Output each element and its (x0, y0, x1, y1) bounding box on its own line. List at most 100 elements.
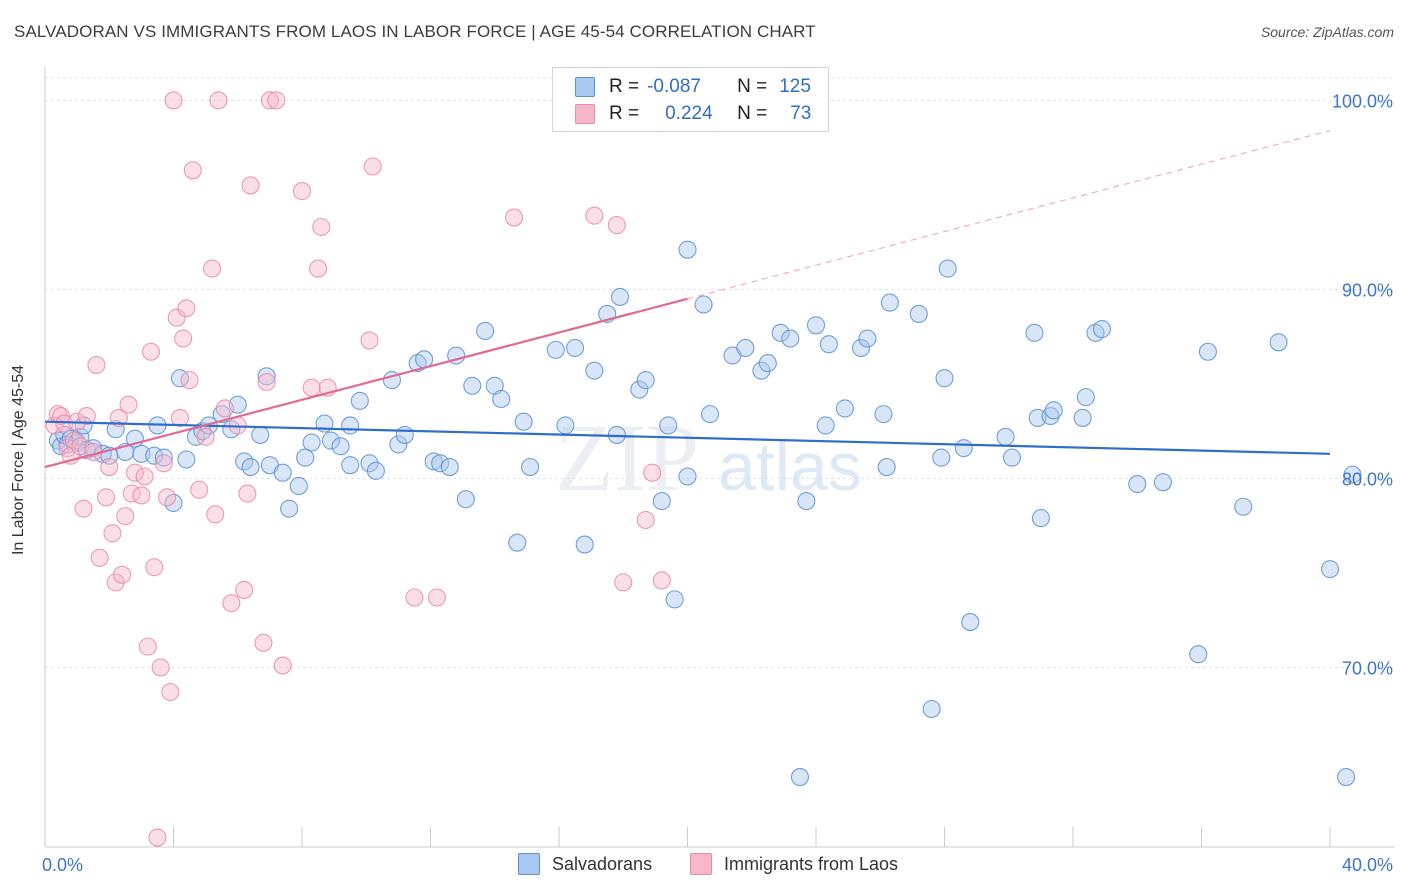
y-tick-label: 80.0% (1342, 469, 1393, 489)
point-laos (427, 588, 446, 607)
point-salvadorans (1343, 465, 1362, 484)
point-salvadorans (280, 499, 299, 518)
point-salvadorans (476, 321, 495, 341)
point-laos (135, 467, 154, 486)
point-salvadorans (321, 431, 340, 450)
point-salvadorans (296, 448, 315, 467)
point-salvadorans (922, 699, 941, 719)
stats-legend: R = -0.087 N = 125 R = 0.224 N = 73 (552, 67, 829, 132)
point-salvadorans (257, 367, 276, 386)
bottom-legend-label: Salvadorans (552, 853, 653, 874)
point-laos (312, 217, 331, 237)
legend-n-value: 125 (779, 76, 811, 97)
point-salvadorans (1092, 320, 1111, 339)
point-salvadorans (1189, 645, 1208, 664)
chart-title: SALVADORAN VS IMMIGRANTS FROM LAOS IN LA… (14, 22, 816, 41)
point-salvadorans (514, 412, 533, 431)
point-salvadorans (106, 420, 125, 439)
point-salvadorans (935, 369, 954, 388)
bottom-legend-laos: Immigrants from Laos (690, 851, 898, 877)
point-salvadorans (251, 425, 270, 444)
source-credit: Source: ZipAtlas.com (1260, 24, 1394, 40)
trend-extension-laos (687, 130, 1331, 300)
point-laos (222, 594, 241, 613)
point-salvadorans (154, 448, 173, 467)
point-salvadorans (758, 354, 777, 373)
point-laos (405, 588, 424, 607)
point-laos (119, 395, 138, 414)
point-laos (504, 208, 524, 227)
point-laos (363, 157, 382, 176)
point-salvadorans (700, 405, 720, 424)
point-laos (636, 510, 655, 530)
point-salvadorans (652, 492, 671, 511)
point-laos (183, 161, 202, 180)
point-salvadorans (556, 416, 575, 435)
point-laos (292, 182, 312, 201)
point-laos (206, 505, 225, 524)
point-laos (87, 355, 106, 375)
point-laos (174, 329, 193, 348)
legend-n-label: N = (737, 103, 768, 124)
point-salvadorans (273, 463, 292, 482)
trend-line-salvadorans (44, 420, 1331, 455)
point-laos (96, 488, 116, 507)
point-salvadorans (1002, 448, 1022, 467)
point-salvadorans (302, 433, 321, 452)
point-salvadorans (771, 323, 790, 342)
point-salvadorans (816, 416, 835, 435)
point-laos (167, 308, 186, 327)
legend-n-value: 73 (790, 103, 812, 124)
point-salvadorans (341, 456, 360, 475)
point-salvadorans (858, 329, 877, 348)
point-salvadorans (797, 492, 816, 511)
point-salvadorans (932, 448, 951, 467)
data-points (45, 91, 1362, 847)
point-salvadorans (575, 535, 594, 554)
point-salvadorans (678, 240, 697, 259)
point-laos (113, 565, 132, 584)
y-tick-label: 100.0% (1332, 91, 1393, 111)
point-salvadorans (546, 340, 565, 359)
point-salvadorans (961, 613, 980, 632)
point-laos (138, 637, 157, 656)
point-salvadorans (395, 425, 414, 444)
y-tick-label: 90.0% (1342, 280, 1393, 300)
point-laos (148, 828, 167, 847)
legend-swatch-laos (575, 104, 595, 124)
point-salvadorans (360, 454, 379, 473)
point-salvadorans (909, 304, 928, 324)
point-salvadorans (790, 768, 809, 787)
point-laos (241, 176, 260, 195)
point-laos (254, 633, 273, 652)
point-laos (209, 91, 228, 110)
point-laos (196, 427, 215, 446)
point-laos (90, 548, 109, 567)
point-salvadorans (806, 316, 826, 335)
point-salvadorans (508, 533, 527, 552)
point-salvadorans (851, 338, 871, 358)
point-salvadorans (431, 454, 450, 473)
legend-r-label: R = (609, 103, 640, 124)
point-salvadorans (1337, 768, 1356, 787)
point-laos (151, 658, 170, 677)
point-salvadorans (781, 329, 800, 348)
y-axis-label: In Labor Force | Age 45-54 (10, 364, 27, 556)
point-laos (215, 399, 234, 418)
point-laos (109, 408, 128, 427)
point-salvadorans (694, 295, 713, 314)
point-laos (161, 682, 180, 702)
point-laos (180, 371, 199, 390)
point-salvadorans (752, 361, 771, 380)
point-salvadorans (350, 391, 369, 410)
point-laos (154, 454, 173, 473)
legend-r-label: R = (609, 76, 640, 97)
point-laos (77, 406, 96, 426)
point-salvadorans (659, 416, 678, 435)
point-laos (74, 499, 93, 518)
point-salvadorans (610, 287, 630, 306)
axes (44, 67, 1395, 848)
bottom-legend-salvadorans: Salvadorans (518, 851, 652, 877)
point-salvadorans (996, 427, 1015, 446)
point-salvadorans (1044, 401, 1063, 420)
